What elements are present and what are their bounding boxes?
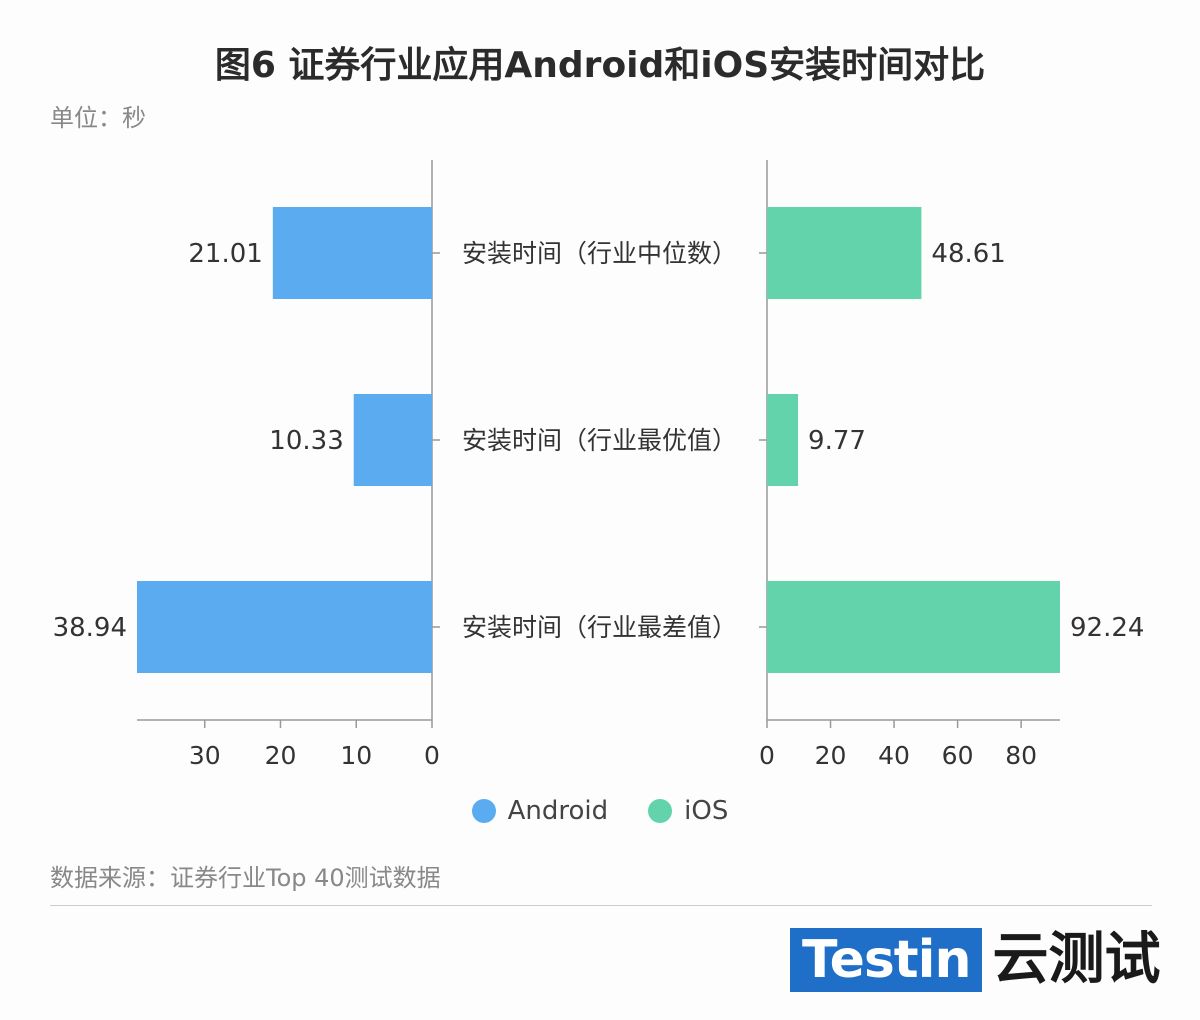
legend-item-ios: iOS [648, 796, 728, 826]
data-label-ios: 48.61 [931, 239, 1005, 269]
divider [50, 905, 1152, 906]
bar-android [353, 394, 432, 486]
android-tick-label: 20 [265, 741, 297, 770]
legend: Android iOS [0, 796, 1200, 826]
ios-tick-label: 20 [815, 741, 847, 770]
data-label-android: 10.33 [269, 426, 343, 456]
data-label-ios: 92.24 [1070, 613, 1144, 643]
unit-label: 单位：秒 [50, 104, 146, 132]
bar-ios [767, 207, 922, 299]
legend-dot-android [471, 799, 496, 823]
legend-label-android: Android [507, 796, 609, 826]
category-label: 安装时间（行业最优值） [462, 426, 737, 455]
testin-logo: Testin 云测试 [790, 928, 1160, 992]
data-label-android: 21.01 [188, 239, 262, 269]
legend-dot-ios [648, 799, 673, 823]
ios-tick-label: 40 [878, 741, 910, 770]
ios-tick-label: 0 [759, 741, 775, 770]
android-tick-label: 0 [424, 741, 440, 770]
data-label-android: 38.94 [53, 613, 127, 643]
category-label: 安装时间（行业中位数） [462, 239, 737, 268]
data-source-note: 数据来源：证券行业Top 40测试数据 [50, 864, 441, 892]
android-tick-label: 30 [189, 741, 221, 770]
ios-tick-label: 60 [942, 741, 974, 770]
bar-ios [767, 581, 1060, 673]
category-label: 安装时间（行业最差值） [462, 613, 737, 642]
logo-suffix: 云测试 [992, 927, 1161, 992]
chart-title: 图6 证券行业应用Android和iOS安装时间对比 [214, 45, 986, 86]
data-label-ios: 9.77 [808, 426, 866, 456]
bar-android [137, 581, 432, 673]
legend-item-android: Android [471, 796, 609, 826]
bar-android [272, 207, 432, 299]
logo-brand: Testin [790, 928, 983, 992]
butterfly-bar-chart: 21.01 48.61 安装时间（行业中位数） 10.33 9.77 安装时间（行业最优值… [53, 160, 1144, 770]
ios-tick-label: 80 [1005, 741, 1037, 770]
legend-label-ios: iOS [684, 796, 729, 826]
bar-ios [767, 394, 799, 486]
android-tick-label: 10 [340, 741, 372, 770]
